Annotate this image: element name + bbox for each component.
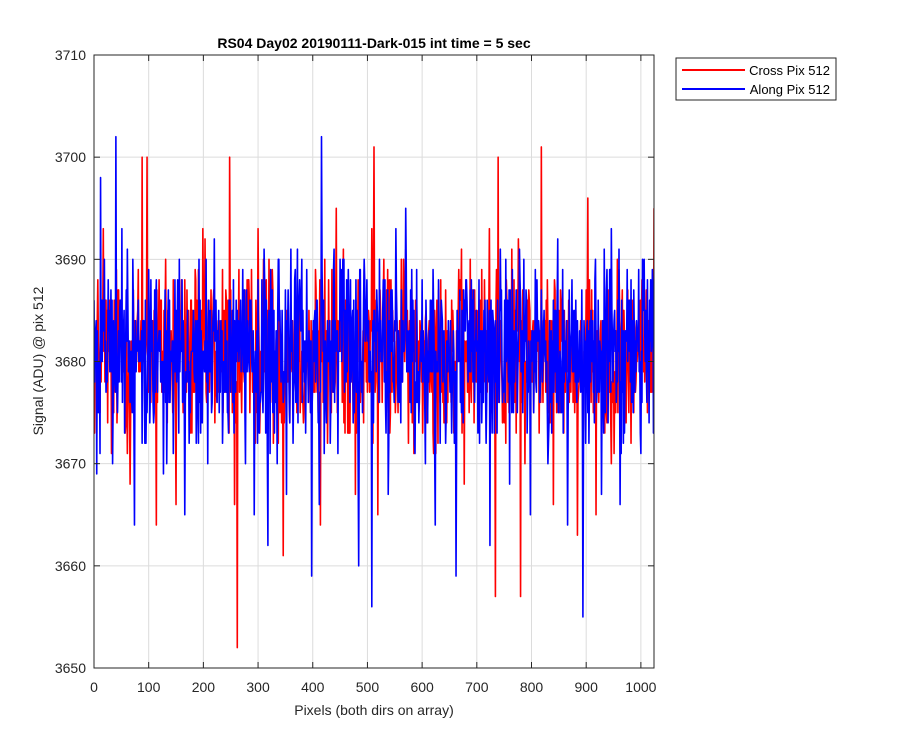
x-tick-label: 500 [356,679,380,695]
x-tick-label: 900 [575,679,599,695]
y-tick-label: 3650 [55,660,86,676]
x-tick-label: 200 [192,679,216,695]
chart-title: RS04 Day02 20190111-Dark-015 int time = … [217,35,530,51]
y-tick-label: 3700 [55,149,86,165]
y-tick-label: 3690 [55,251,86,267]
x-tick-label: 0 [90,679,98,695]
x-tick-label: 300 [246,679,270,695]
y-tick-label: 3710 [55,47,86,63]
legend-label-cross: Cross Pix 512 [749,63,830,78]
x-tick-label: 400 [301,679,325,695]
x-tick-label: 600 [410,679,434,695]
x-tick-label: 1000 [625,679,656,695]
y-tick-label: 3670 [55,456,86,472]
x-axis-label: Pixels (both dirs on array) [294,702,454,718]
series-lines [94,135,654,649]
legend-label-along: Along Pix 512 [750,82,830,97]
axis-ticks [93,54,654,669]
y-tick-label: 3680 [55,354,86,370]
y-tick-labels: 3650 3660 3670 3680 3690 3700 3710 [55,47,86,676]
x-tick-label: 100 [137,679,161,695]
y-tick-label: 3660 [55,558,86,574]
legend-box [675,57,837,101]
series-line-along-pix-512 [94,135,654,618]
x-tick-label: 800 [520,679,544,695]
x-tick-labels: 0 100 200 300 400 500 600 700 800 900 1000 [90,679,657,695]
legend: Cross Pix 512 Along Pix 512 [675,57,837,101]
x-tick-label: 700 [465,679,489,695]
y-axis-label: Signal (ADU) @ pix 512 [30,286,46,435]
